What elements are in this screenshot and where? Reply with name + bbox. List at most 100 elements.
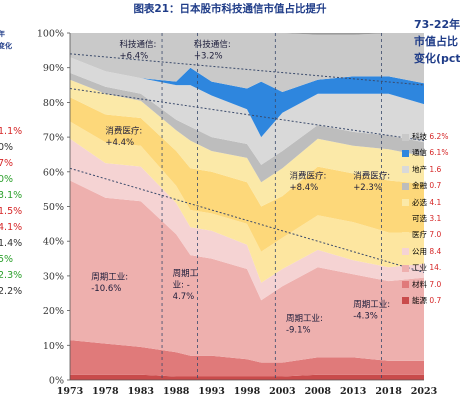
annotation-9: 周期工业: -4.3% [353,299,390,322]
legend-item: 通信 6.1% [402,145,448,161]
area-材料 [70,340,424,377]
x-tick-label: 2008 [305,386,332,397]
y-tick-label: 90% [43,63,64,74]
legend-label: 能源 [412,295,430,305]
left-value: 0% [0,142,14,153]
legend-value: 14. [429,263,442,273]
annotation-4: 消费医疗: +8.4% [289,171,326,194]
x-tick-label: 1988 [163,386,190,397]
right-header-text: 73-22年 [414,18,460,31]
x-tick-label: 1983 [128,386,154,397]
legend-value: 0.7 [429,295,442,305]
legend-item: 金融 0.7 [402,178,448,194]
area-能源 [70,374,424,380]
area-必选 [70,79,424,207]
legend-value: 1.6 [429,164,442,174]
legend-label: 医疗 [412,230,430,240]
left-value: 7% [0,158,14,169]
area-可选 [70,97,424,252]
legend-label: 科技 [412,132,430,141]
y-tick-label: 50% [43,202,64,213]
y-tick-label: 30% [43,271,64,282]
legend-swatch [402,133,409,141]
left-value: 5% [0,254,14,265]
legend-label: 工业 [412,263,430,273]
y-tick-label: 40% [43,237,64,248]
left-header-text: 年 [0,30,5,38]
legend-value: 6.1% [429,148,449,158]
legend-item: 公用 8.4 [402,244,448,260]
legend-label: 材料 [412,279,430,289]
left-value: 1.1% [0,126,23,137]
legend-item: 医疗 7.0 [402,227,448,243]
left-value: 2.2% [0,286,23,297]
legend-label: 通信 [412,148,430,158]
x-tick-label: 2013 [340,386,366,397]
legend-swatch [402,215,409,223]
x-tick-label: 1993 [198,386,224,397]
annotation-3: 消费医疗: +4.4% [105,126,142,149]
legend-value: 6.2% [429,132,449,141]
area-工业 [70,180,424,363]
area-科技 [70,33,424,92]
annotation-5: 消费医疗: +2.3% [353,171,390,194]
area-公用 [70,138,424,301]
legend-item: 材料 7.0 [402,277,448,293]
annotation-6: 周期工业: -10.6% [91,271,128,294]
y-tick-label: 0% [49,376,64,387]
legend-item: 地产 1.6 [402,162,448,178]
area-通信 [70,57,424,138]
legend-swatch [402,149,409,157]
legend-swatch [402,231,409,239]
legend-label: 必选 [412,197,430,207]
legend-swatch [402,166,409,174]
left-value: 1.5% [0,206,23,217]
y-tick-label: 20% [43,306,64,317]
y-tick-label: 70% [43,133,64,144]
legend-swatch [402,199,409,207]
left-value: 2.3% [0,270,23,281]
annotation-1: 科技通信: +6.4% [120,39,157,62]
x-tick-label: 1978 [92,386,119,397]
annotation-7: 周期工业: -4.7% [173,269,199,302]
legend-item: 可选 3.1 [402,211,448,227]
left-value: 3.1% [0,190,23,201]
legend-item: 科技 6.2% [402,129,448,145]
right-header-text: 变化(pct) [414,52,460,65]
legend-label: 金融 [412,181,430,191]
legend-swatch [402,281,409,289]
left-value: 1.4% [0,238,23,249]
x-tick-label: 2023 [411,386,437,397]
legend-swatch [402,264,409,272]
legend-item: 必选 4.1 [402,195,448,211]
area-remainder [70,33,424,35]
legend-value: 4.1 [429,197,442,207]
x-tick-label: 2018 [375,386,402,397]
y-tick-label: 60% [43,167,64,178]
legend-item: 工业 14. [402,260,448,276]
legend-label: 公用 [412,246,430,256]
area-医疗 [70,121,424,283]
right-header-text: 市值占比 [414,35,458,48]
legend-swatch [402,182,409,190]
legend-value: 3.1 [429,213,442,223]
annotation-2: 科技通信: +3.2% [194,39,231,62]
x-tick-label: 2003 [269,386,295,397]
y-tick-label: 80% [43,98,64,109]
legend-value: 8.4 [429,246,442,256]
right-legend-panel: 科技 6.2% 通信 6.1% 地产 1.6 金融 0.7 必选 4.1 可选 3.1 医疗… [402,129,448,309]
legend-item: 能源 0.7 [402,293,448,309]
figure-title: 图表21：日本股市科技通信市值占比提升 [133,3,327,15]
legend-value: 0.7 [429,181,442,191]
x-tick-label: 1998 [234,386,261,397]
trend-line-1 [69,53,425,86]
legend-value: 7.0 [429,230,442,240]
left-value: 0% [0,174,14,185]
left-header-text: 变化 [0,42,12,50]
legend-label: 可选 [412,213,430,223]
y-tick-label: 100% [37,29,64,40]
area-地产 [70,57,424,165]
annotation-8: 周期工业: -9.1% [286,313,323,336]
legend-swatch [402,297,409,305]
